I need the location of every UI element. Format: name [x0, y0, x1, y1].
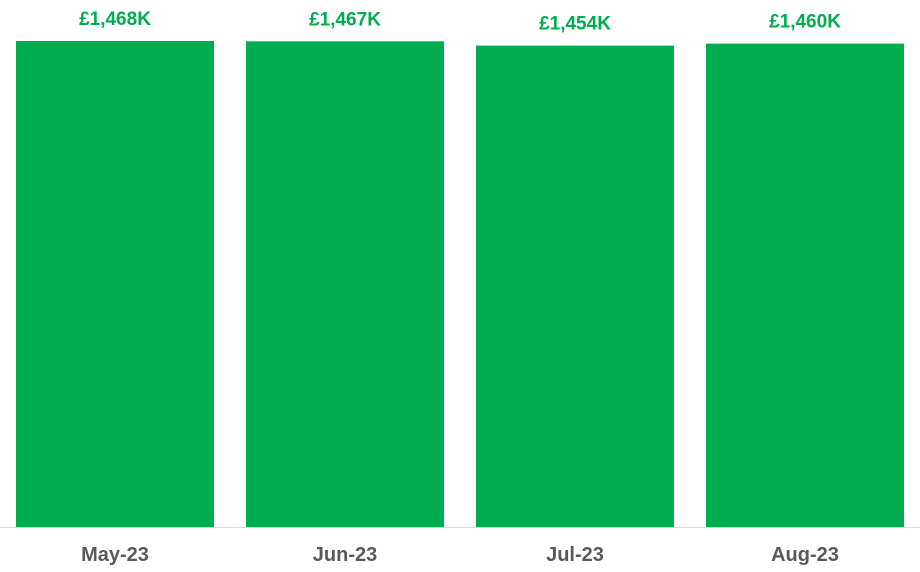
bar-jul-23	[476, 45, 674, 527]
bars-group	[16, 41, 904, 528]
bar-aug-23	[706, 43, 904, 527]
value-label-jun-23: £1,467K	[309, 9, 381, 30]
value-labels-group: £1,468K £1,467K £1,454K £1,460K	[79, 9, 841, 35]
category-label-jun-23: Jun-23	[313, 544, 377, 566]
category-labels-group: May-23 Jun-23 Jul-23 Aug-23	[81, 544, 839, 566]
value-label-aug-23: £1,460K	[769, 12, 841, 33]
category-label-jul-23: Jul-23	[546, 544, 604, 566]
value-label-may-23: £1,468K	[79, 9, 151, 30]
bar-may-23	[16, 41, 214, 527]
category-label-aug-23: Aug-23	[771, 544, 839, 566]
category-label-may-23: May-23	[81, 544, 149, 566]
value-label-jul-23: £1,454K	[539, 14, 611, 35]
bar-jun-23	[246, 41, 444, 528]
